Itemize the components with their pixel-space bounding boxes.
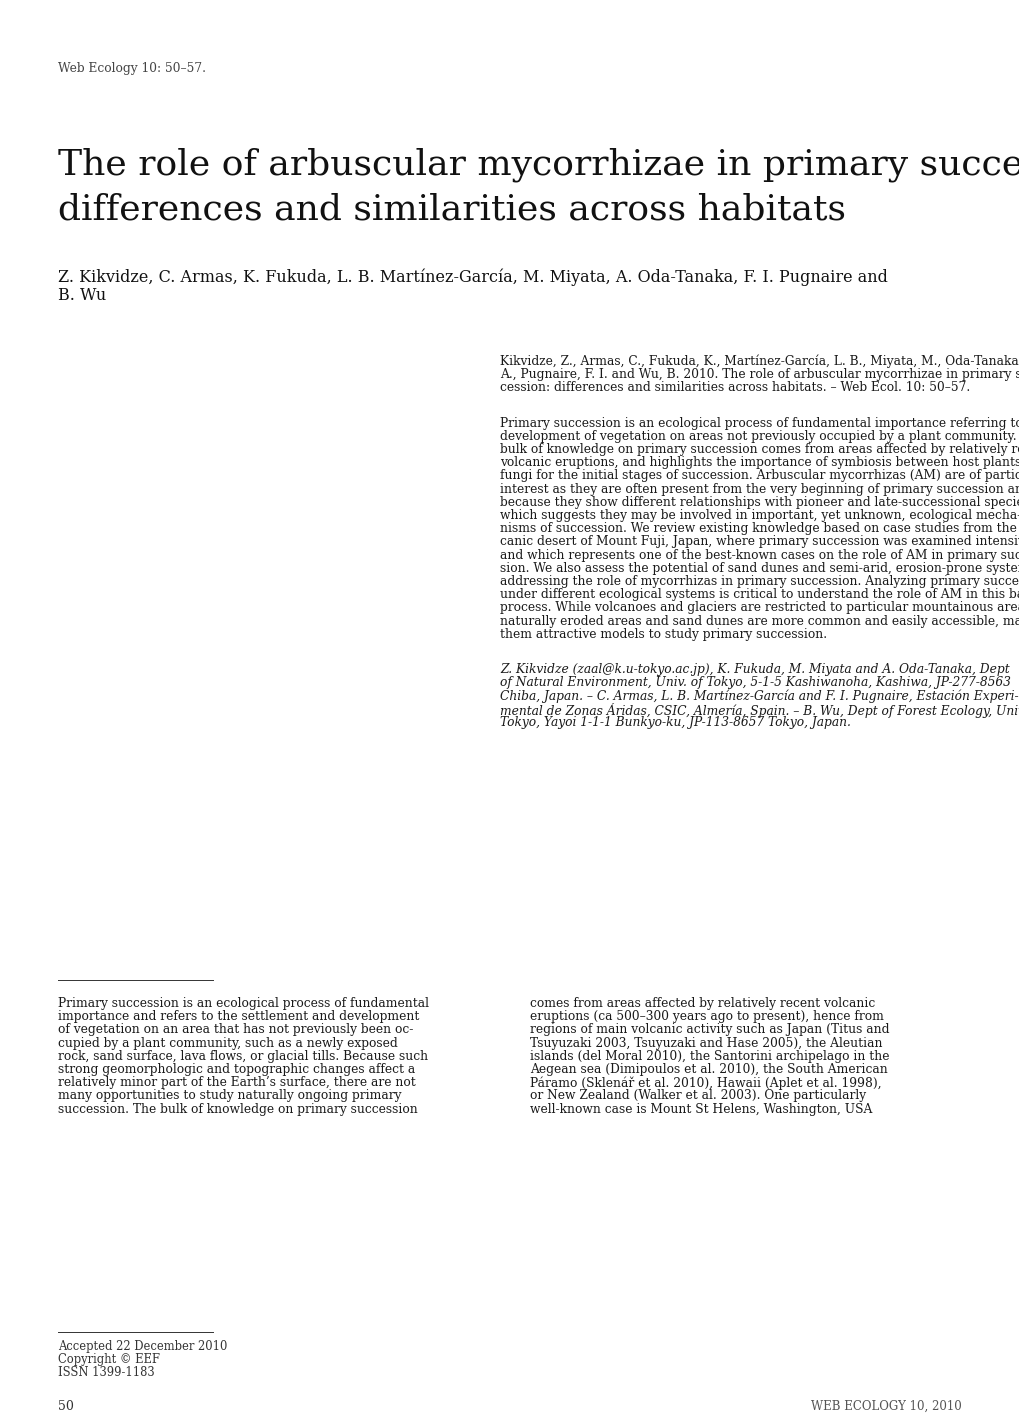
Text: sion. We also assess the potential of sand dunes and semi-arid, erosion-prone sy: sion. We also assess the potential of sa… xyxy=(499,562,1019,574)
Text: comes from areas affected by relatively recent volcanic: comes from areas affected by relatively … xyxy=(530,997,874,1010)
Text: interest as they are often present from the very beginning of primary succession: interest as they are often present from … xyxy=(499,482,1019,496)
Text: process. While volcanoes and glaciers are restricted to particular mountainous a: process. While volcanoes and glaciers ar… xyxy=(499,602,1019,614)
Text: addressing the role of mycorrhizas in primary succession. Analyzing primary succ: addressing the role of mycorrhizas in pr… xyxy=(499,574,1019,589)
Text: islands (del Moral 2010), the Santorini archipelago in the: islands (del Moral 2010), the Santorini … xyxy=(530,1049,889,1062)
Text: of vegetation on an area that has not previously been oc-: of vegetation on an area that has not pr… xyxy=(58,1024,413,1037)
Text: Z. Kikvidze, C. Armas, K. Fukuda, L. B. Martínez-García, M. Miyata, A. Oda-Tanak: Z. Kikvidze, C. Armas, K. Fukuda, L. B. … xyxy=(58,267,887,286)
Text: strong geomorphologic and topographic changes affect a: strong geomorphologic and topographic ch… xyxy=(58,1064,415,1076)
Text: volcanic eruptions, and highlights the importance of symbiosis between host plan: volcanic eruptions, and highlights the i… xyxy=(499,456,1019,469)
Text: rock, sand surface, lava flows, or glacial tills. Because such: rock, sand surface, lava flows, or glaci… xyxy=(58,1049,428,1062)
Text: WEB ECOLOGY 10, 2010: WEB ECOLOGY 10, 2010 xyxy=(810,1401,961,1413)
Text: regions of main volcanic activity such as Japan (Titus and: regions of main volcanic activity such a… xyxy=(530,1024,889,1037)
Text: and which represents one of the best-known cases on the role of AM in primary su: and which represents one of the best-kno… xyxy=(499,549,1019,562)
Text: A., Pugnaire, F. I. and Wu, B. 2010. The role of arbuscular mycorrhizae in prima: A., Pugnaire, F. I. and Wu, B. 2010. The… xyxy=(499,368,1019,381)
Text: B. Wu: B. Wu xyxy=(58,287,106,304)
Text: The role of arbuscular mycorrhizae in primary succession:: The role of arbuscular mycorrhizae in pr… xyxy=(58,148,1019,182)
Text: Páramo (Sklenář et al. 2010), Hawaii (Aplet et al. 1998),: Páramo (Sklenář et al. 2010), Hawaii (Ap… xyxy=(530,1076,880,1089)
Text: of Natural Environment, Univ. of Tokyo, 5-1-5 Kashiwanoha, Kashiwa, JP-277-8563: of Natural Environment, Univ. of Tokyo, … xyxy=(499,677,1010,690)
Text: development of vegetation on areas not previously occupied by a plant community.: development of vegetation on areas not p… xyxy=(499,429,1019,442)
Text: Accepted 22 December 2010: Accepted 22 December 2010 xyxy=(58,1340,227,1352)
Text: Aegean sea (Dimipoulos et al. 2010), the South American: Aegean sea (Dimipoulos et al. 2010), the… xyxy=(530,1064,887,1076)
Text: Kikvidze, Z., Armas, C., Fukuda, K., Martínez-García, L. B., Miyata, M., Oda-Tan: Kikvidze, Z., Armas, C., Fukuda, K., Mar… xyxy=(499,356,1019,368)
Text: Z. Kikvidze (zaal@k.u-tokyo.ac.jp), K. Fukuda, M. Miyata and A. Oda-Tanaka, Dept: Z. Kikvidze (zaal@k.u-tokyo.ac.jp), K. F… xyxy=(499,663,1009,675)
Text: Primary succession is an ecological process of fundamental importance referring : Primary succession is an ecological proc… xyxy=(499,417,1019,429)
Text: Copyright © EEF: Copyright © EEF xyxy=(58,1352,160,1367)
Text: them attractive models to study primary succession.: them attractive models to study primary … xyxy=(499,627,826,641)
Text: eruptions (ca 500–300 years ago to present), hence from: eruptions (ca 500–300 years ago to prese… xyxy=(530,1010,883,1024)
Text: under different ecological systems is critical to understand the role of AM in t: under different ecological systems is cr… xyxy=(499,589,1019,602)
Text: cession: differences and similarities across habitats. – Web Ecol. 10: 50–57.: cession: differences and similarities ac… xyxy=(499,381,969,394)
Text: which suggests they may be involved in important, yet unknown, ecological mecha-: which suggests they may be involved in i… xyxy=(499,509,1019,522)
Text: fungi for the initial stages of succession. Arbuscular mycorrhizas (AM) are of p: fungi for the initial stages of successi… xyxy=(499,469,1019,482)
Text: Primary succession is an ecological process of fundamental: Primary succession is an ecological proc… xyxy=(58,997,429,1010)
Text: 50: 50 xyxy=(58,1401,73,1413)
Text: Chiba, Japan. – C. Armas, L. B. Martínez-García and F. I. Pugnaire, Estación Exp: Chiba, Japan. – C. Armas, L. B. Martínez… xyxy=(499,690,1018,702)
Text: relatively minor part of the Earth’s surface, there are not: relatively minor part of the Earth’s sur… xyxy=(58,1076,416,1089)
Text: cupied by a plant community, such as a newly exposed: cupied by a plant community, such as a n… xyxy=(58,1037,397,1049)
Text: nisms of succession. We review existing knowledge based on case studies from the: nisms of succession. We review existing … xyxy=(499,522,1019,535)
Text: mental de Zonas Áridas, CSIC, Almería, Spain. – B. Wu, Dept of Forest Ecology, U: mental de Zonas Áridas, CSIC, Almería, S… xyxy=(499,702,1019,718)
Text: canic desert of Mount Fuji, Japan, where primary succession was examined intensi: canic desert of Mount Fuji, Japan, where… xyxy=(499,536,1019,549)
Text: well-known case is Mount St Helens, Washington, USA: well-known case is Mount St Helens, Wash… xyxy=(530,1102,871,1116)
Text: differences and similarities across habitats: differences and similarities across habi… xyxy=(58,192,845,226)
Text: because they show different relationships with pioneer and late-successional spe: because they show different relationship… xyxy=(499,496,1019,509)
Text: Tokyo, Yayoi 1-1-1 Bunkyo-ku, JP-113-8657 Tokyo, Japan.: Tokyo, Yayoi 1-1-1 Bunkyo-ku, JP-113-865… xyxy=(499,715,850,729)
Text: importance and refers to the settlement and development: importance and refers to the settlement … xyxy=(58,1010,419,1024)
Text: ISSN 1399-1183: ISSN 1399-1183 xyxy=(58,1367,155,1379)
Text: Web Ecology 10: 50–57.: Web Ecology 10: 50–57. xyxy=(58,63,206,75)
Text: succession. The bulk of knowledge on primary succession: succession. The bulk of knowledge on pri… xyxy=(58,1102,418,1116)
Text: Tsuyuzaki 2003, Tsuyuzaki and Hase 2005), the Aleutian: Tsuyuzaki 2003, Tsuyuzaki and Hase 2005)… xyxy=(530,1037,881,1049)
Text: or New Zealand (Walker et al. 2003). One particularly: or New Zealand (Walker et al. 2003). One… xyxy=(530,1089,865,1102)
Text: naturally eroded areas and sand dunes are more common and easily accessible, mak: naturally eroded areas and sand dunes ar… xyxy=(499,614,1019,627)
Text: bulk of knowledge on primary succession comes from areas affected by relatively : bulk of knowledge on primary succession … xyxy=(499,444,1019,456)
Text: many opportunities to study naturally ongoing primary: many opportunities to study naturally on… xyxy=(58,1089,401,1102)
